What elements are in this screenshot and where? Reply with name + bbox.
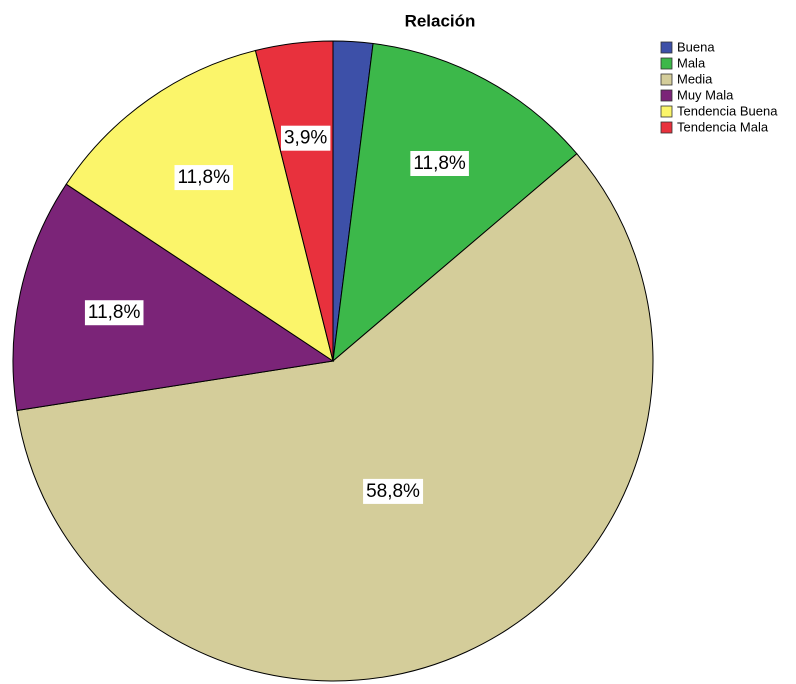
pie-slice (16, 153, 654, 682)
data-label-background (363, 478, 424, 504)
legend-swatch (660, 73, 673, 86)
legend-swatch (660, 57, 673, 70)
pie-slice (65, 49, 334, 363)
data-label-background (174, 165, 234, 191)
legend-label: Mala (677, 55, 706, 70)
legend-label: Muy Mala (677, 87, 734, 102)
legend-label: Buena (677, 39, 715, 54)
data-label: 11,8% (410, 150, 469, 176)
data-label-text: 58,8% (366, 481, 420, 502)
data-label-text: 3,9% (284, 128, 327, 149)
legend-label: Tendencia Buena (677, 103, 778, 118)
data-label-text: 11,8% (88, 302, 141, 323)
legend-label: Tendencia Mala (677, 119, 769, 134)
data-label: 58,8% (363, 478, 424, 504)
legend-label: Media (677, 71, 713, 86)
legend-swatch (660, 41, 673, 54)
data-label-background (280, 125, 331, 151)
pie-slice (254, 40, 334, 362)
data-label: 3,9% (280, 125, 331, 151)
legend-swatch (660, 89, 673, 102)
data-label-background (84, 300, 144, 326)
data-label-text: 11,8% (413, 153, 466, 174)
data-label: 11,8% (84, 300, 144, 326)
pie-slice (12, 183, 335, 412)
pie-slice (332, 42, 578, 363)
chart-title: Relación (405, 11, 476, 30)
data-label: 11,8% (174, 165, 234, 191)
data-label-text: 11,8% (178, 167, 231, 188)
legend-swatch (660, 121, 673, 134)
data-label-background (410, 150, 469, 176)
legend-swatch (660, 105, 673, 118)
